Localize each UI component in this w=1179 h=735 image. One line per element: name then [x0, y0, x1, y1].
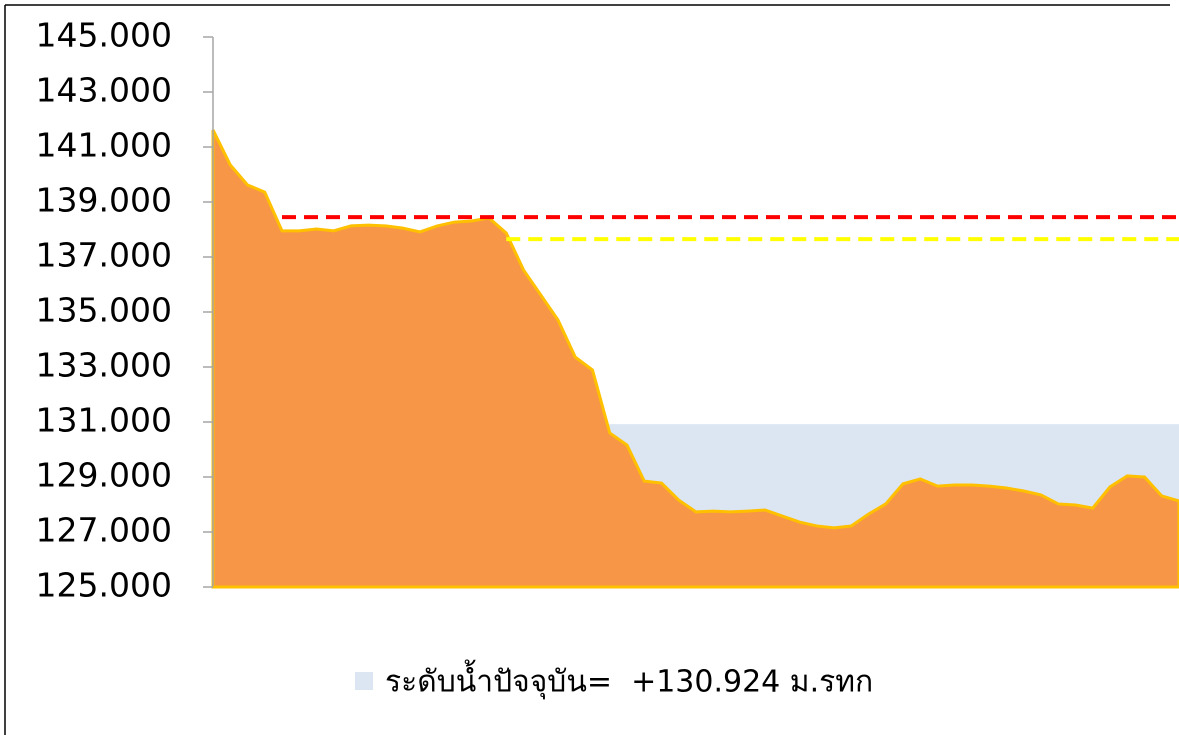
y-tick-label: 125.000	[36, 566, 172, 605]
y-tick-label: 141.000	[36, 126, 172, 165]
y-tick-label: 135.000	[36, 291, 172, 330]
y-tick-label: 131.000	[36, 401, 172, 440]
area	[211, 129, 1179, 589]
y-tick-label: 127.000	[36, 511, 172, 550]
y-tick-label: 129.000	[36, 456, 172, 495]
y-tick-label: 133.000	[36, 346, 172, 385]
y-tick-label: 137.000	[36, 236, 172, 275]
y-tick-label: 143.000	[36, 71, 172, 110]
y-tick-label: 139.000	[36, 181, 172, 220]
legend-swatch	[355, 672, 373, 690]
y-tick-label: 145.000	[36, 16, 172, 55]
legend-label: ระดับน้ำปัจจุบัน= +130.924 ม.รทก	[385, 660, 873, 701]
